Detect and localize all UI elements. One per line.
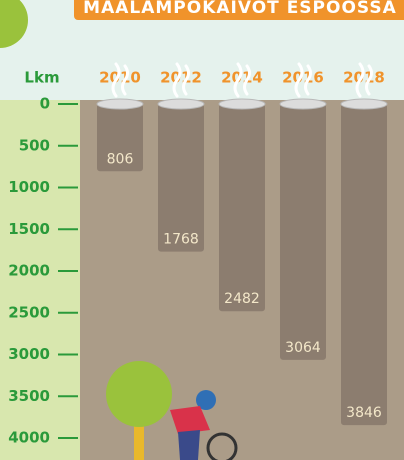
steam: [172, 62, 190, 98]
well-rim: [218, 98, 266, 110]
x-tick-label: 2014: [221, 69, 263, 87]
jersey: [170, 406, 210, 434]
y-axis-label: Lkm: [24, 69, 59, 87]
legs: [178, 430, 200, 460]
y-tick-label: 2500: [8, 303, 50, 321]
bar: [219, 104, 265, 312]
well-rim: [157, 98, 205, 110]
chart-title: MAALAMPOKAIVOT ESPOOSSA: [83, 0, 397, 18]
steam: [355, 62, 373, 98]
y-tick-label: 500: [19, 136, 50, 154]
y-tick-label: 2000: [8, 262, 50, 280]
tree: [106, 361, 172, 460]
wheel: [206, 432, 238, 460]
well-rim: [96, 98, 144, 110]
y-tick-label: 0: [40, 95, 50, 113]
y-tick-label: 1500: [8, 220, 50, 238]
cyclist: [170, 390, 238, 460]
y-tick-label: 3000: [8, 345, 50, 363]
value-label: 1768: [163, 232, 199, 248]
steam: [111, 62, 129, 98]
helmet: [196, 390, 216, 410]
title-banner: [74, 0, 404, 20]
tree-crown: [106, 361, 172, 427]
decor-circle: [0, 0, 28, 48]
bar: [97, 104, 143, 172]
well-rim: [279, 98, 327, 110]
value-label: 3064: [285, 340, 321, 356]
well-rim: [340, 98, 388, 110]
x-tick-label: 2018: [343, 69, 385, 87]
bar: [341, 104, 387, 426]
y-tick-label: 4000: [8, 429, 50, 447]
value-label: 806: [107, 151, 134, 167]
bar: [280, 104, 326, 360]
y-tick-label: 1000: [8, 178, 50, 196]
x-tick-label: 2012: [160, 69, 202, 87]
steam: [294, 62, 312, 98]
x-tick-label: 2010: [99, 69, 141, 87]
value-label: 3846: [346, 405, 382, 421]
value-label: 2482: [224, 291, 260, 307]
steam: [233, 62, 251, 98]
y-tick-label: 3500: [8, 387, 50, 405]
tree-trunk: [134, 420, 144, 460]
x-tick-label: 2016: [282, 69, 324, 87]
bar: [158, 104, 204, 252]
